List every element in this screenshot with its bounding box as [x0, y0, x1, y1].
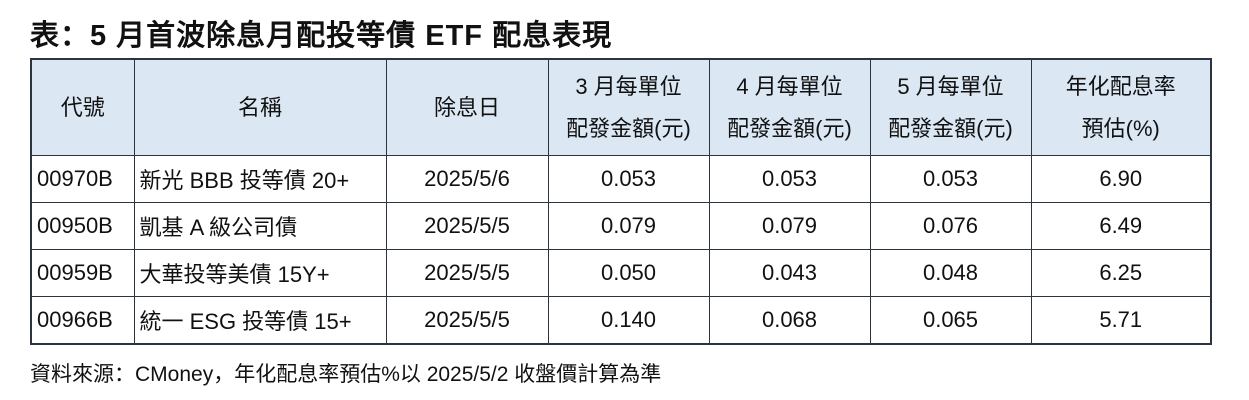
header-text: 年化配息率: [1065, 73, 1176, 99]
table: 代號 名稱 除息日 3 月每單位 配發金額(元) 4 月每單位 配發金額(元) 5 月每單位配…: [30, 58, 1212, 345]
header-text: 名稱: [237, 94, 282, 120]
header-text: 配發金額(元): [727, 115, 852, 141]
header-cell: 除息日: [385, 58, 549, 156]
table-cell: 0.076: [869, 202, 1032, 250]
table-row: 00950B 凱基 A 級公司債 2025/5/5 0.079 0.079 0.076 6.…: [30, 202, 1212, 250]
table-cell: 0.053: [869, 155, 1032, 203]
table-row: 00970B 新光 BBB 投等債 20+ 2025/5/6 0.053 0.053 0.…: [30, 155, 1212, 203]
table-cell: 0.048: [869, 249, 1032, 297]
table-cell: 0.065: [869, 296, 1032, 345]
table-cell: 00959B: [30, 249, 135, 297]
table-cell: 2025/5/6: [385, 155, 549, 203]
header-text: 5 月每單位: [897, 73, 1004, 99]
header-cell: 代號: [30, 58, 135, 156]
header-text: 代號: [60, 94, 105, 120]
table-cell: 6.25: [1030, 249, 1212, 297]
header-text: 除息日: [433, 94, 500, 120]
table-cell: 00970B: [30, 155, 135, 203]
table-cell: 00966B: [30, 296, 135, 345]
title: 表：5 月首波除息月配投等債 ETF 配息表現: [30, 20, 613, 52]
footnote: 資料來源：CMoney，年化配息率預估%以 2025/5/2 收盤價計算為準: [30, 363, 662, 386]
table-cell: 新光 BBB 投等債 20+: [133, 155, 387, 203]
table-body: 00970B 新光 BBB 投等債 20+ 2025/5/6 0.053 0.053 0.…: [30, 155, 1212, 345]
header-text: 4 月每單位: [736, 73, 843, 99]
table-cell: 00950B: [30, 202, 135, 250]
table-cell: 0.053: [708, 155, 871, 203]
table-cell: 0.079: [708, 202, 871, 250]
table-cell: 5.71: [1030, 296, 1212, 345]
header-text: 配發金額(元): [566, 115, 691, 141]
table-cell: 2025/5/5: [385, 296, 549, 345]
table-cell: 2025/5/5: [385, 202, 549, 250]
table-cell: 6.90: [1030, 155, 1212, 203]
header-text: 預估(%): [1081, 115, 1160, 141]
table-cell: 統一 ESG 投等債 15+: [133, 296, 387, 345]
header-row: 代號 名稱 除息日 3 月每單位 配發金額(元) 4 月每單位 配發金額(元) 5 月每單位配…: [30, 58, 1212, 156]
header-text: 配發金額(元): [888, 115, 1013, 141]
header-cell: 5 月每單位 配發金額(元): [869, 58, 1032, 156]
header-cell: 年化配息率預估(%): [1030, 58, 1212, 156]
table-cell: 0.043: [708, 249, 871, 297]
table-cell: 0.140: [547, 296, 710, 345]
table-cell: 0.079: [547, 202, 710, 250]
table-cell: 0.068: [708, 296, 871, 345]
table-cell: 2025/5/5: [385, 249, 549, 297]
table-cell: 0.053: [547, 155, 710, 203]
table-row: 00966B 統一 ESG 投等債 15+ 2025/5/5 0.140 0.068 0.…: [30, 296, 1212, 345]
header-cell: 4 月每單位 配發金額(元): [708, 58, 871, 156]
header-cell: 3 月每單位 配發金額(元): [547, 58, 710, 156]
table-cell: 凱基 A 級公司債: [133, 202, 387, 250]
table-cell: 0.050: [547, 249, 710, 297]
table-row: 00959B 大華投等美債 15Y+ 2025/5/5 0.050 0.043 0.048…: [30, 249, 1212, 297]
header-text: 3 月每單位: [575, 73, 682, 99]
table-cell: 大華投等美債 15Y+: [133, 249, 387, 297]
table-cell: 6.49: [1030, 202, 1212, 250]
header-cell: 名稱: [133, 58, 387, 156]
